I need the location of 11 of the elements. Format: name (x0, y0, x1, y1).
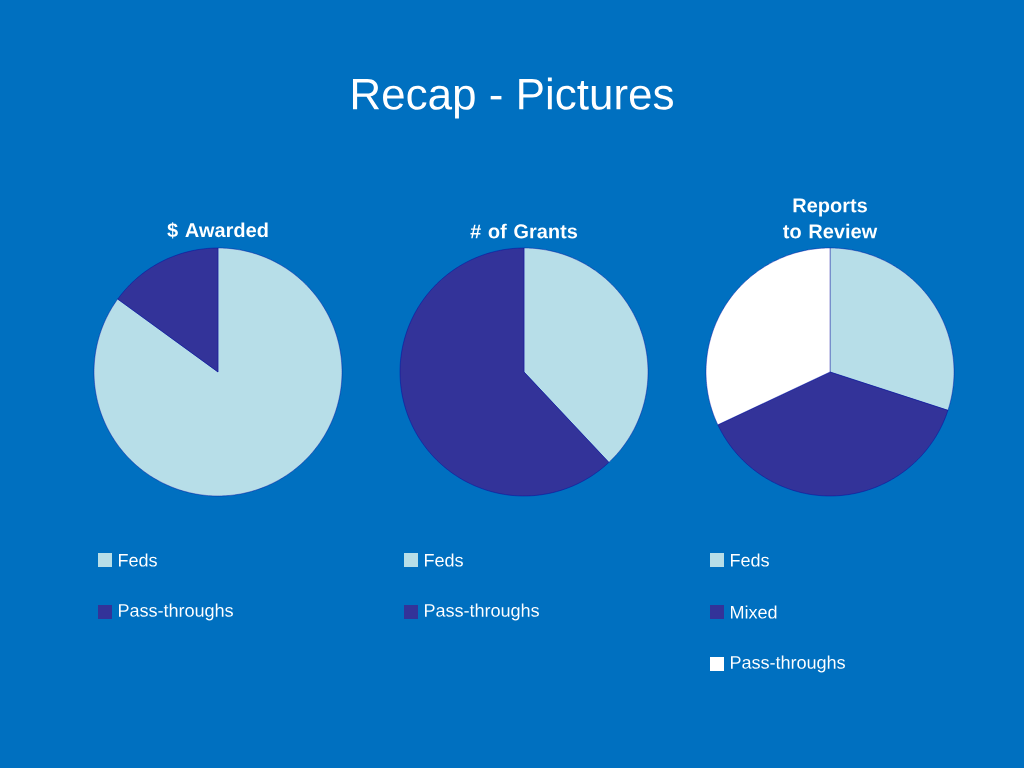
text: Recap - Pictures (353, 77, 673, 119)
legend-label: Pass-throughs (731, 655, 845, 673)
legend-label: Pass-throughs (119, 603, 233, 621)
legend-label: Feds (425, 553, 463, 567)
legend-label: Feds (731, 553, 769, 567)
chart-title: Reports to Review (783, 198, 878, 239)
legend-label: Pass-throughs (425, 603, 539, 621)
chart-title: $ Awarded (167, 222, 268, 239)
legend-label: Feds (119, 553, 157, 567)
legend-label: Mixed (731, 605, 777, 619)
chart-title: # of Grants (470, 223, 578, 239)
